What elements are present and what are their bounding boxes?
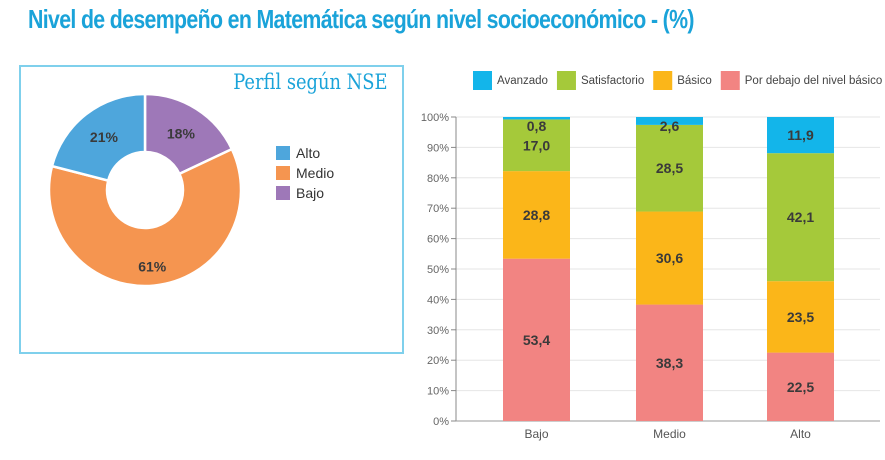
bar-segment — [636, 117, 703, 125]
slice-bajo — [143, 92, 234, 176]
bar-value-label: 17,0 — [523, 137, 550, 153]
bar-segment — [636, 124, 703, 212]
slice-label: 21% — [90, 129, 119, 145]
legend-label: Bajo — [296, 185, 324, 201]
legend-label: Por debajo del nivel básico — [745, 75, 882, 87]
y-tick-label: 10% — [427, 386, 449, 398]
y-tick-label: 70% — [427, 203, 449, 215]
y-tick-label: 60% — [427, 234, 449, 246]
bar-value-label: 2,6 — [660, 118, 680, 134]
bar-value-label: 30,6 — [656, 250, 683, 266]
bar-segment — [636, 304, 703, 421]
bar-value-label: 38,3 — [656, 355, 683, 371]
bar-segment — [767, 352, 834, 421]
bar-value-label: 53,4 — [523, 332, 550, 348]
bar-segment — [767, 117, 834, 154]
y-tick-label: 80% — [427, 173, 449, 185]
bar-value-label: 23,5 — [787, 309, 814, 325]
y-tick-label: 30% — [427, 325, 449, 337]
bar-value-label: 11,9 — [787, 127, 814, 143]
bar-value-label: 0,8 — [527, 118, 547, 134]
bar-segment — [767, 281, 834, 353]
y-tick-label: 0% — [433, 416, 449, 428]
legend-label: Avanzado — [497, 75, 548, 87]
bar-value-label: 22,5 — [787, 379, 814, 395]
legend-swatch — [556, 71, 576, 90]
slice-medio — [47, 147, 243, 288]
bar-segment — [503, 171, 570, 259]
legend-swatch — [276, 186, 290, 200]
x-tick-label: Bajo — [524, 427, 548, 441]
x-tick-label: Medio — [653, 427, 686, 441]
y-tick-label: 50% — [427, 264, 449, 276]
legend-label: Alto — [296, 145, 320, 161]
legend-label: Básico — [677, 75, 712, 87]
y-tick-label: 90% — [427, 142, 449, 154]
bar-segment — [503, 117, 570, 120]
bar-segment — [503, 119, 570, 172]
bar-value-label: 42,1 — [787, 209, 814, 225]
slice-label: 18% — [167, 125, 196, 141]
legend-swatch — [653, 71, 673, 90]
legend-label: Satisfactorio — [581, 75, 644, 87]
bar-segment — [503, 258, 570, 421]
x-tick-label: Alto — [790, 427, 811, 441]
bar-segment — [636, 211, 703, 305]
y-tick-label: 40% — [427, 294, 449, 306]
y-tick-label: 20% — [427, 355, 449, 367]
legend-swatch — [276, 146, 290, 160]
legend-swatch — [473, 71, 492, 90]
legend-swatch — [720, 71, 740, 90]
slice-alto — [50, 92, 147, 183]
slice-label: 61% — [138, 259, 167, 275]
bar-value-label: 28,8 — [523, 207, 550, 223]
pie-title: Perfil según NSE — [233, 70, 388, 94]
page-title: Nivel de desempeño en Matemática según n… — [28, 4, 695, 34]
legend-label: Medio — [296, 165, 334, 181]
pie-panel: Perfil según NSE — [19, 65, 404, 354]
bar-value-label: 28,5 — [656, 160, 683, 176]
legend-swatch — [276, 166, 290, 180]
y-tick-label: 100% — [421, 112, 449, 124]
bar-segment — [767, 153, 834, 282]
